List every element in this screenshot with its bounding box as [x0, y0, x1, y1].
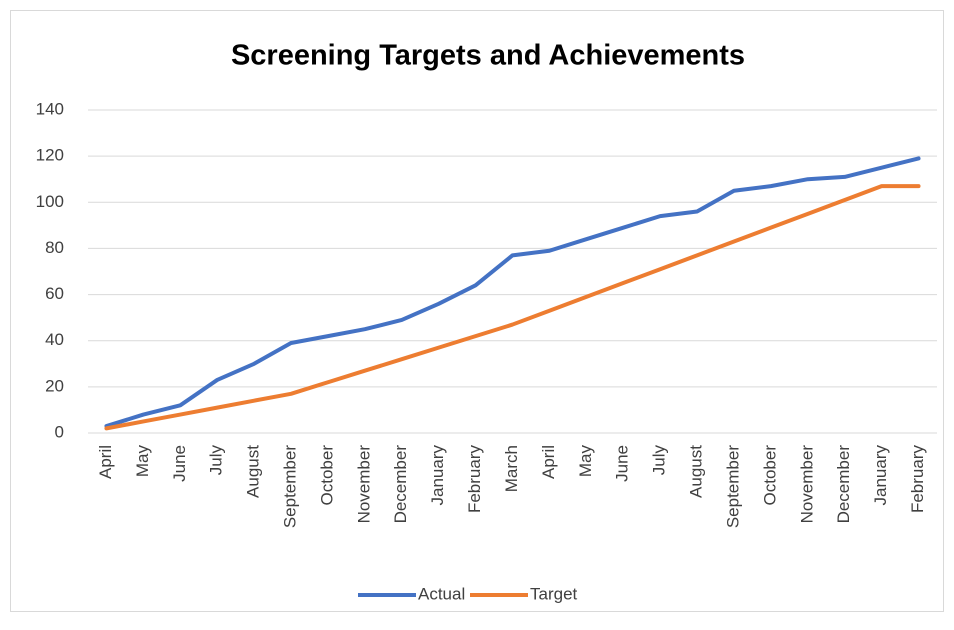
x-tick-label: September	[281, 445, 300, 528]
y-tick-label: 120	[36, 146, 64, 165]
series-line	[104, 184, 921, 431]
x-tick-label: August	[244, 445, 263, 498]
y-tick-label: 0	[55, 422, 64, 441]
series-line	[104, 156, 921, 429]
x-tick-label: June	[613, 445, 632, 482]
y-tick-label: 40	[45, 330, 64, 349]
chart-border	[10, 10, 944, 612]
x-tick-label: July	[650, 445, 669, 476]
x-tick-label: July	[207, 445, 226, 476]
x-tick-label: September	[723, 445, 742, 528]
x-tick-label: February	[465, 445, 484, 514]
y-tick-label: 140	[36, 99, 64, 118]
y-tick-label: 80	[45, 238, 64, 257]
x-tick-label: August	[687, 445, 706, 498]
legend-label: Target	[530, 584, 578, 603]
legend-label: Actual	[418, 584, 465, 603]
x-tick-label: May	[133, 445, 152, 478]
x-tick-label: December	[391, 445, 410, 524]
x-tick-label: January	[428, 445, 447, 506]
y-tick-label: 60	[45, 284, 64, 303]
x-tick-label: February	[908, 445, 927, 514]
y-tick-label: 100	[36, 192, 64, 211]
x-tick-label: October	[317, 445, 336, 506]
x-tick-label: June	[170, 445, 189, 482]
x-tick-label: November	[354, 445, 373, 524]
x-tick-label: October	[760, 445, 779, 506]
y-tick-label: 20	[45, 376, 64, 395]
x-tick-label: April	[539, 445, 558, 479]
x-tick-label: April	[96, 445, 115, 479]
x-tick-label: November	[797, 445, 816, 524]
x-tick-label: December	[834, 445, 853, 524]
x-tick-label: January	[871, 445, 890, 506]
chart-title: Screening Targets and Achievements	[231, 40, 745, 72]
x-tick-label: March	[502, 445, 521, 492]
x-tick-label: May	[576, 445, 595, 478]
